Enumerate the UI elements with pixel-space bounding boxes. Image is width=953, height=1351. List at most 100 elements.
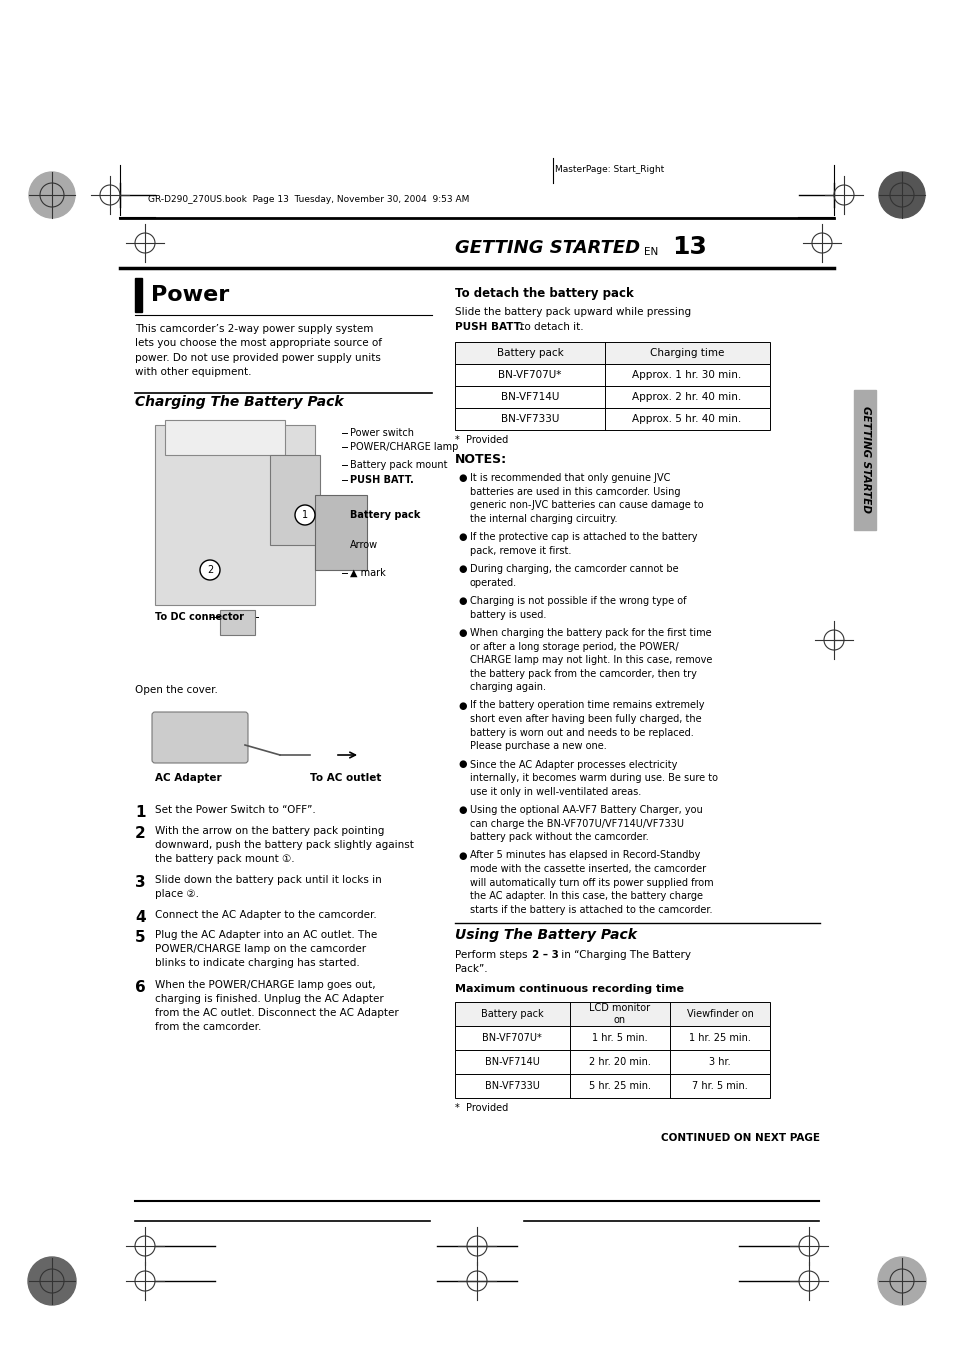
Text: ●: ●: [457, 628, 466, 638]
Text: 2: 2: [135, 825, 146, 840]
Text: ●: ●: [457, 473, 466, 484]
Bar: [455, 386, 769, 408]
Text: 7 hr. 5 min.: 7 hr. 5 min.: [691, 1081, 747, 1092]
Circle shape: [29, 172, 75, 218]
Bar: [314, 494, 367, 570]
Text: 1: 1: [135, 805, 146, 820]
Text: It is recommended that only genuine JVC
batteries are used in this camcorder. Us: It is recommended that only genuine JVC …: [470, 473, 703, 524]
Text: ●: ●: [457, 851, 466, 861]
Text: Maximum continuous recording time: Maximum continuous recording time: [455, 984, 683, 994]
Text: Slide down the battery pack until it locks in
place ②.: Slide down the battery pack until it loc…: [154, 875, 381, 898]
Bar: [154, 426, 314, 605]
Text: 5: 5: [135, 931, 146, 946]
Text: When charging the battery pack for the first time
or after a long storage period: When charging the battery pack for the f…: [470, 628, 712, 693]
Text: 6: 6: [135, 979, 146, 994]
Text: 1: 1: [301, 509, 308, 520]
Text: Approx. 1 hr. 30 min.: Approx. 1 hr. 30 min.: [632, 370, 740, 380]
Bar: [455, 342, 769, 363]
Text: Charging is not possible if the wrong type of
battery is used.: Charging is not possible if the wrong ty…: [470, 596, 686, 620]
Text: Pack”.: Pack”.: [455, 965, 487, 974]
Text: If the protective cap is attached to the battery
pack, remove it first.: If the protective cap is attached to the…: [470, 532, 697, 555]
FancyBboxPatch shape: [152, 712, 248, 763]
Bar: [455, 408, 769, 430]
Text: LCD monitor
on: LCD monitor on: [589, 1004, 650, 1025]
Text: ▲ mark: ▲ mark: [350, 567, 385, 578]
Text: This camcorder’s 2-way power supply system
lets you choose the most appropriate : This camcorder’s 2-way power supply syst…: [135, 324, 381, 377]
Text: When the POWER/CHARGE lamp goes out,
charging is finished. Unplug the AC Adapter: When the POWER/CHARGE lamp goes out, cha…: [154, 979, 398, 1032]
Text: 3: 3: [135, 875, 146, 890]
Text: ●: ●: [457, 532, 466, 542]
Bar: [455, 363, 769, 386]
Text: ●: ●: [457, 563, 466, 574]
Text: *  Provided: * Provided: [455, 1102, 508, 1113]
Text: PUSH BATT.: PUSH BATT.: [350, 476, 414, 485]
Text: MasterPage: Start_Right: MasterPage: Start_Right: [555, 166, 663, 174]
Text: Viewfinder on: Viewfinder on: [686, 1009, 753, 1019]
Text: To AC outlet: To AC outlet: [310, 773, 381, 784]
Text: BN-VF707U*: BN-VF707U*: [497, 370, 561, 380]
Text: in “Charging The Battery: in “Charging The Battery: [558, 950, 690, 961]
Text: Battery pack: Battery pack: [350, 509, 420, 520]
Text: With the arrow on the battery pack pointing
downward, push the battery pack slig: With the arrow on the battery pack point…: [154, 825, 414, 863]
Text: If the battery operation time remains extremely
short even after having been ful: If the battery operation time remains ex…: [470, 701, 703, 751]
Text: Battery pack: Battery pack: [497, 349, 563, 358]
Text: BN-VF714U: BN-VF714U: [484, 1056, 538, 1067]
Text: To DC connector: To DC connector: [154, 612, 244, 621]
Text: PUSH BATT.: PUSH BATT.: [455, 322, 523, 332]
Text: 2: 2: [207, 565, 213, 576]
Text: 5 hr. 25 min.: 5 hr. 25 min.: [588, 1081, 650, 1092]
Text: NOTES:: NOTES:: [455, 453, 507, 466]
Circle shape: [877, 1256, 925, 1305]
Text: Power switch: Power switch: [350, 428, 414, 438]
Text: AC Adapter: AC Adapter: [154, 773, 221, 784]
Circle shape: [878, 172, 924, 218]
Text: Plug the AC Adapter into an AC outlet. The
POWER/CHARGE lamp on the camcorder
bl: Plug the AC Adapter into an AC outlet. T…: [154, 931, 376, 969]
Bar: [220, 611, 254, 635]
Text: 13: 13: [671, 235, 706, 259]
Circle shape: [28, 1256, 76, 1305]
Bar: [270, 455, 319, 544]
Bar: [455, 1074, 769, 1098]
Text: BN-VF714U: BN-VF714U: [500, 392, 558, 403]
Text: *  Provided: * Provided: [455, 435, 508, 444]
Text: Set the Power Switch to “OFF”.: Set the Power Switch to “OFF”.: [154, 805, 315, 815]
Text: 3 hr.: 3 hr.: [708, 1056, 730, 1067]
Text: Charging time: Charging time: [649, 349, 723, 358]
Text: 1 hr. 25 min.: 1 hr. 25 min.: [688, 1034, 750, 1043]
Text: Charging The Battery Pack: Charging The Battery Pack: [135, 394, 343, 409]
Text: 2 – 3: 2 – 3: [532, 950, 558, 961]
Text: To detach the battery pack: To detach the battery pack: [455, 286, 633, 300]
Text: ●: ●: [457, 805, 466, 815]
Text: GR-D290_270US.book  Page 13  Tuesday, November 30, 2004  9:53 AM: GR-D290_270US.book Page 13 Tuesday, Nove…: [148, 196, 469, 204]
Text: Using the optional AA-VF7 Battery Charger, you
can charge the BN-VF707U/VF714U/V: Using the optional AA-VF7 Battery Charge…: [470, 805, 702, 842]
Text: Perform steps: Perform steps: [455, 950, 530, 961]
Bar: [455, 1025, 769, 1050]
Text: Since the AC Adapter processes electricity
internally, it becomes warm during us: Since the AC Adapter processes electrici…: [470, 759, 718, 797]
Text: Using The Battery Pack: Using The Battery Pack: [455, 928, 637, 942]
Text: 4: 4: [135, 911, 146, 925]
Text: Arrow: Arrow: [350, 540, 377, 550]
Circle shape: [294, 505, 314, 526]
Bar: [455, 1050, 769, 1074]
Text: Slide the battery pack upward while pressing: Slide the battery pack upward while pres…: [455, 307, 690, 317]
Text: Connect the AC Adapter to the camcorder.: Connect the AC Adapter to the camcorder.: [154, 911, 376, 920]
Bar: [135, 278, 142, 312]
Text: GETTING STARTED: GETTING STARTED: [861, 407, 870, 513]
Text: to detach it.: to detach it.: [517, 322, 583, 332]
Text: BN-VF707U*: BN-VF707U*: [481, 1034, 541, 1043]
Text: After 5 minutes has elapsed in Record-Standby
mode with the cassette inserted, t: After 5 minutes has elapsed in Record-St…: [470, 851, 713, 915]
Text: POWER/CHARGE lamp: POWER/CHARGE lamp: [350, 442, 457, 453]
Text: Approx. 2 hr. 40 min.: Approx. 2 hr. 40 min.: [632, 392, 740, 403]
Text: EN: EN: [643, 247, 658, 257]
Text: Approx. 5 hr. 40 min.: Approx. 5 hr. 40 min.: [632, 413, 740, 424]
Text: CONTINUED ON NEXT PAGE: CONTINUED ON NEXT PAGE: [660, 1133, 820, 1143]
Text: BN-VF733U: BN-VF733U: [484, 1081, 538, 1092]
Text: ●: ●: [457, 759, 466, 770]
Text: Open the cover.: Open the cover.: [135, 685, 217, 694]
Text: Power: Power: [151, 285, 229, 305]
Text: Battery pack: Battery pack: [480, 1009, 543, 1019]
Text: GETTING STARTED: GETTING STARTED: [455, 239, 639, 257]
Text: BN-VF733U: BN-VF733U: [500, 413, 558, 424]
Text: During charging, the camcorder cannot be
operated.: During charging, the camcorder cannot be…: [470, 563, 678, 588]
Text: ●: ●: [457, 701, 466, 711]
